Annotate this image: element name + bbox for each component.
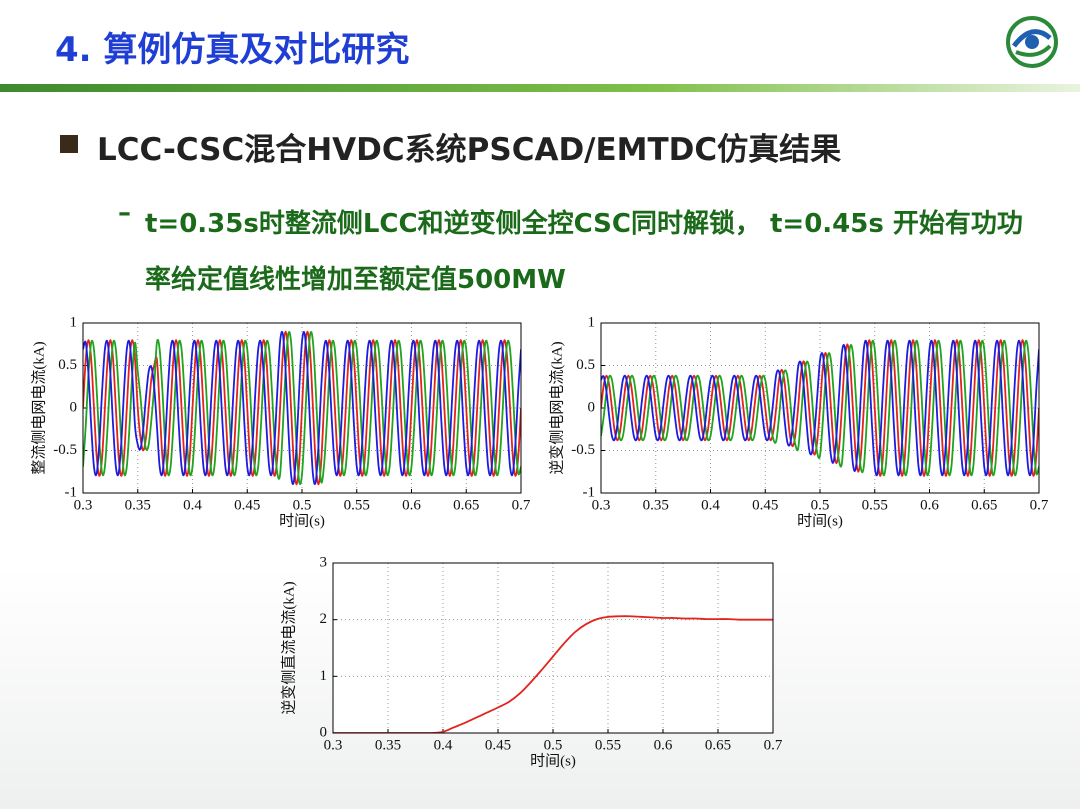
x-tick-label: 0.6 [920, 497, 939, 513]
x-tick-label: 0.5 [544, 737, 563, 753]
x-tick-label: 0.65 [453, 497, 479, 513]
x-tick-label: 0.65 [705, 737, 731, 753]
x-tick-label: 0.6 [402, 497, 421, 513]
y-tick-label: 1 [588, 314, 596, 330]
plot-frame [332, 562, 774, 734]
y-axis-label: 逆变侧电网电流(kA) [548, 341, 565, 474]
logo [1006, 16, 1058, 68]
y-tick-label: 0 [588, 399, 596, 415]
x-tick-label: 0.35 [375, 737, 401, 753]
x-tick-label: 0.5 [811, 497, 830, 513]
x-tick-label: 0.55 [862, 497, 888, 513]
y-tick-label: 0.5 [576, 357, 595, 373]
line [333, 615, 773, 733]
y-tick-label: 3 [320, 554, 328, 570]
x-tick-label: 0.3 [74, 497, 93, 513]
sub-bullet-marker: – [118, 198, 131, 228]
x-axis-label: 时间(s) [279, 512, 325, 529]
x-tick-label: 0.7 [764, 737, 783, 753]
line [83, 331, 521, 485]
x-tick-label: 0.65 [971, 497, 997, 513]
y-tick-label: 0 [320, 724, 328, 740]
x-tick-label: 0.7 [512, 497, 531, 513]
y-tick-label: -1 [65, 484, 78, 500]
title-rule [0, 84, 1080, 92]
y-tick-label: 1 [320, 668, 328, 684]
x-tick-label: 0.35 [125, 497, 151, 513]
plot-frame [82, 322, 522, 494]
y-tick-label: 0 [70, 399, 78, 415]
slide-title: 4. 算例仿真及对比研究 [55, 30, 410, 70]
x-axis-label: 时间(s) [530, 752, 576, 769]
x-tick-label: 0.55 [595, 737, 621, 753]
line [83, 331, 521, 485]
x-tick-label: 0.3 [324, 737, 343, 753]
y-tick-label: -0.5 [571, 442, 595, 458]
y-tick-label: 1 [70, 314, 78, 330]
bullet-marker [60, 135, 78, 153]
x-tick-label: 0.45 [234, 497, 260, 513]
y-tick-label: -1 [583, 484, 596, 500]
bullet-text: LCC-CSC混合HVDC系统PSCAD/EMTDC仿真结果 [97, 132, 842, 168]
x-tick-label: 0.5 [293, 497, 312, 513]
y-axis-label: 逆变侧直流电流(kA) [280, 581, 297, 714]
y-tick-label: 2 [320, 611, 328, 627]
sub-bullet-text: t=0.35s时整流侧LCC和逆变侧全控CSC同时解锁， t=0.45s 开始有… [145, 209, 1023, 295]
x-tick-label: 0.55 [344, 497, 370, 513]
x-tick-label: 0.45 [485, 737, 511, 753]
x-tick-label: 0.35 [643, 497, 669, 513]
x-tick-label: 0.6 [654, 737, 673, 753]
x-tick-label: 0.3 [592, 497, 611, 513]
y-tick-label: -0.5 [53, 442, 77, 458]
line [601, 339, 1039, 477]
y-tick-label: 0.5 [58, 357, 77, 373]
line [601, 339, 1039, 477]
x-tick-label: 0.4 [701, 497, 720, 513]
x-tick-label: 0.4 [183, 497, 202, 513]
x-tick-label: 0.45 [752, 497, 778, 513]
x-axis-label: 时间(s) [797, 512, 843, 529]
plot-frame [600, 322, 1040, 494]
x-tick-label: 0.7 [1030, 497, 1049, 513]
x-tick-label: 0.4 [434, 737, 453, 753]
y-axis-label: 整流侧电网电流(kA) [30, 341, 47, 474]
